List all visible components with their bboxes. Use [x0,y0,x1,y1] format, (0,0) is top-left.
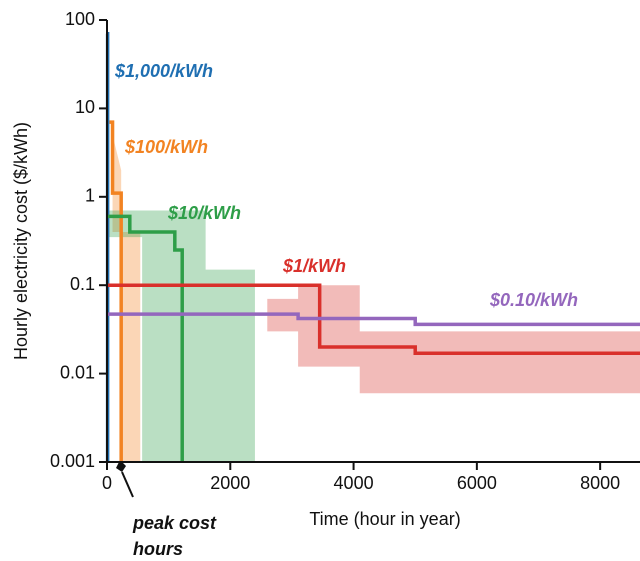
annotation: hours [133,539,183,559]
series-label: $1/kWh [282,256,346,276]
annotation: peak cost [132,513,217,533]
series-label: $0.10/kWh [489,290,578,310]
series-label: $100/kWh [124,137,208,157]
y-tick-label: 1 [85,186,95,206]
x-tick-label: 2000 [210,473,250,493]
series-label: $10/kWh [167,203,241,223]
x-axis-label: Time (hour in year) [309,509,460,529]
x-tick-label: 0 [102,473,112,493]
x-tick-label: 4000 [334,473,374,493]
series-label: $1,000/kWh [114,61,213,81]
band [267,285,640,394]
band [112,135,141,462]
series-line [109,120,123,462]
y-tick-label: 100 [65,9,95,29]
series-line [107,283,640,355]
y-tick-label: 0.001 [50,451,95,471]
x-tick-label: 8000 [580,473,620,493]
y-tick-label: 0.1 [70,274,95,294]
series-line [107,312,640,327]
y-axis-label: Hourly electricity cost ($/kWh) [11,122,31,360]
y-tick-label: 10 [75,97,95,117]
series-line [107,214,184,462]
y-tick-label: 0.01 [60,362,95,382]
annotation-arrow [121,471,134,498]
x-tick-label: 6000 [457,473,497,493]
